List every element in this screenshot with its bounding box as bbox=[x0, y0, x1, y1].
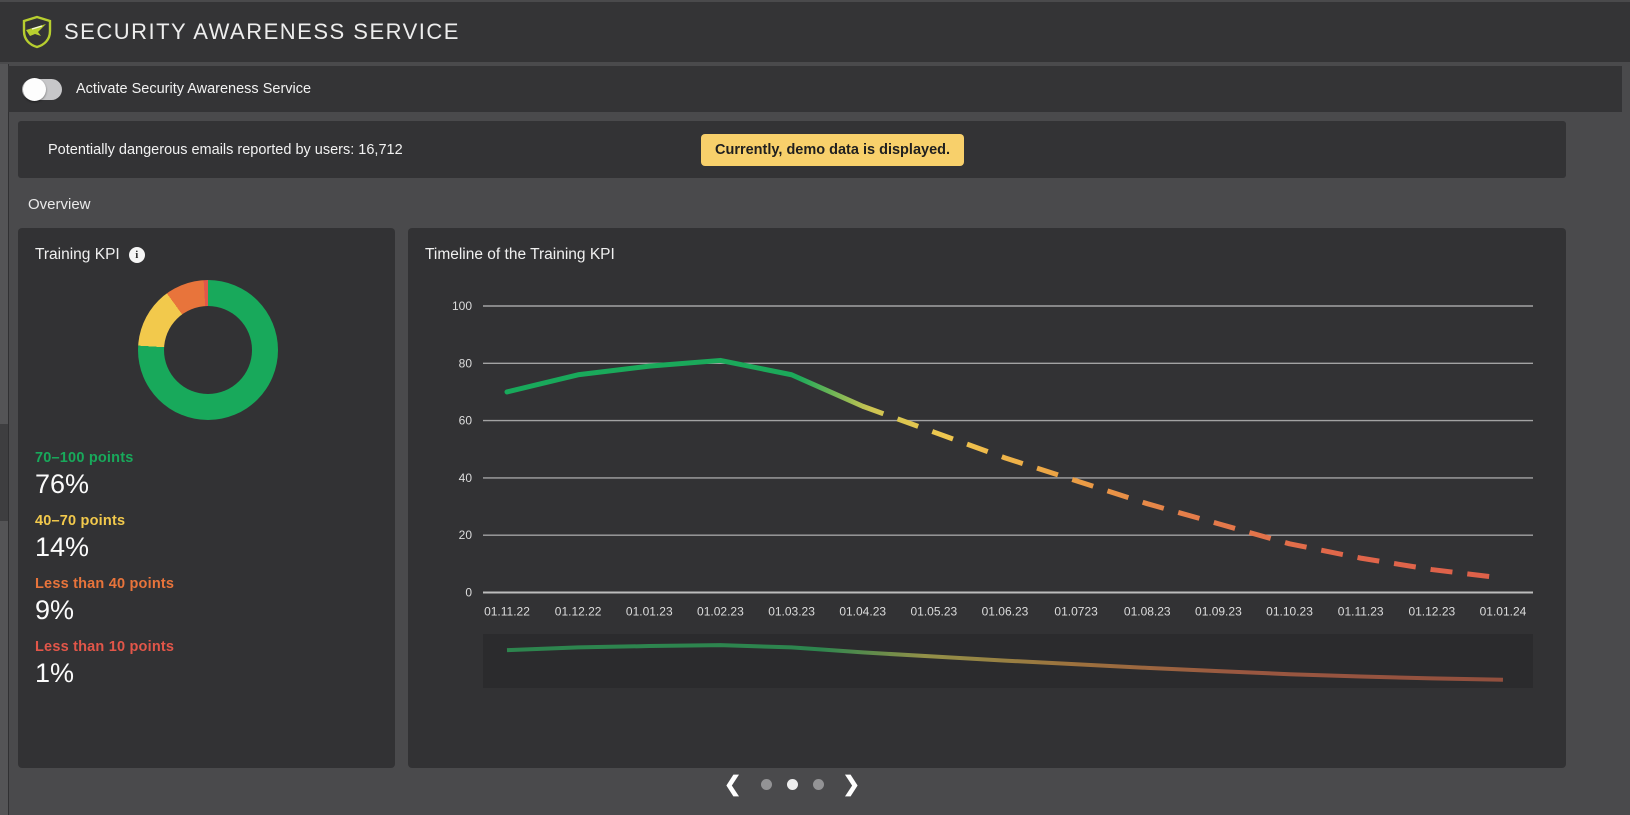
kpi-line-dashed bbox=[861, 403, 1504, 581]
reported-emails-bar: Potentially dangerous emails reported by… bbox=[18, 121, 1566, 178]
app-header: SECURITY AWARENESS SERVICE bbox=[0, 2, 1630, 62]
timeline-kpi-card: Timeline of the Training KPI 100 80 60 40 20… bbox=[408, 228, 1566, 768]
shield-plane-logo-icon bbox=[22, 15, 52, 49]
activation-bar: Activate Security Awareness Service bbox=[8, 66, 1622, 112]
x-axis-label: 01.01.23 bbox=[626, 605, 673, 619]
timeline-kpi-line-chart: 100 80 60 40 20 0 01.11.22 01.12.22 01.01.23 01.0… bbox=[452, 299, 1533, 688]
carousel-dot[interactable] bbox=[786, 778, 798, 790]
training-kpi-legend: 70–100 points 76% 40–70 points 14% Less than… bbox=[35, 450, 375, 702]
donut-hole bbox=[164, 306, 252, 394]
y-axis-label: 20 bbox=[459, 528, 473, 542]
kpi-legend-item: Less than 10 points 1% bbox=[35, 639, 375, 689]
kpi-legend-value: 14% bbox=[35, 532, 90, 562]
kpi-legend-label: Less than 10 points bbox=[35, 639, 175, 655]
kpi-legend-value: 9% bbox=[35, 595, 75, 625]
toggle-knob bbox=[23, 77, 46, 101]
carousel-controls: ❮ ❯ bbox=[18, 766, 1566, 802]
kpi-legend-item: 40–70 points 14% bbox=[35, 513, 375, 563]
x-axis-label: 01.01.24 bbox=[1480, 605, 1527, 619]
kpi-legend-item: Less than 40 points 9% bbox=[35, 576, 375, 626]
y-axis-label: 0 bbox=[465, 586, 472, 600]
kpi-legend-item: 70–100 points 76% bbox=[35, 450, 375, 500]
carousel-dot[interactable] bbox=[812, 778, 824, 790]
navigator-line bbox=[506, 643, 1503, 682]
left-scrollbar-thumb[interactable] bbox=[0, 424, 8, 521]
x-axis-label: 01.04.23 bbox=[839, 605, 886, 619]
carousel-dots bbox=[760, 778, 824, 790]
carousel-prev-button[interactable]: ❮ bbox=[720, 774, 746, 795]
activate-service-label: Activate Security Awareness Service bbox=[76, 81, 312, 97]
x-axis-label: 01.09.23 bbox=[1195, 605, 1242, 619]
kpi-legend-value: 1% bbox=[35, 658, 75, 688]
x-axis-label: 01.11.22 bbox=[484, 605, 530, 619]
training-kpi-title: Training KPI bbox=[35, 246, 120, 263]
x-axis-label: 01.06.23 bbox=[982, 605, 1029, 619]
activate-service-toggle[interactable] bbox=[22, 77, 62, 101]
y-axis-label: 100 bbox=[452, 299, 472, 313]
kpi-legend-label: 40–70 points bbox=[35, 513, 126, 529]
x-axis-label: 01.0723 bbox=[1054, 605, 1098, 619]
x-axis-label: 01.12.23 bbox=[1408, 605, 1455, 619]
carousel-next-button[interactable]: ❯ bbox=[839, 774, 865, 795]
y-axis-label: 80 bbox=[459, 356, 473, 370]
kpi-legend-label: 70–100 points bbox=[35, 450, 134, 466]
timeline-title: Timeline of the Training KPI bbox=[425, 246, 615, 263]
kpi-line-solid bbox=[504, 357, 866, 409]
left-scrollbar bbox=[0, 64, 9, 815]
training-kpi-donut-chart bbox=[138, 280, 278, 420]
x-axis-label: 01.02.23 bbox=[697, 605, 744, 619]
training-kpi-card: Training KPI i 70–100 points 76% 40–70 poi… bbox=[18, 228, 395, 768]
x-axis-label: 01.03.23 bbox=[768, 605, 815, 619]
reported-emails-text: Potentially dangerous emails reported by… bbox=[48, 141, 403, 158]
y-axis-label: 60 bbox=[459, 414, 473, 428]
training-kpi-title-row: Training KPI i bbox=[35, 246, 145, 264]
kpi-legend-label: Less than 40 points bbox=[35, 576, 175, 592]
carousel-dot[interactable] bbox=[760, 778, 772, 790]
overview-heading: Overview bbox=[28, 196, 91, 213]
y-axis-label: 40 bbox=[459, 471, 473, 485]
x-axis-label: 01.11.23 bbox=[1338, 605, 1384, 619]
page-title: SECURITY AWARENESS SERVICE bbox=[64, 19, 460, 44]
x-axis-label: 01.10.23 bbox=[1266, 605, 1313, 619]
demo-data-badge: Currently, demo data is displayed. bbox=[701, 133, 965, 166]
x-axis-label: 01.12.22 bbox=[555, 605, 602, 619]
x-axis-label: 01.05.23 bbox=[910, 605, 957, 619]
kpi-legend-value: 76% bbox=[35, 469, 90, 499]
x-axis-label: 01.08.23 bbox=[1124, 605, 1171, 619]
info-icon[interactable]: i bbox=[128, 247, 145, 263]
